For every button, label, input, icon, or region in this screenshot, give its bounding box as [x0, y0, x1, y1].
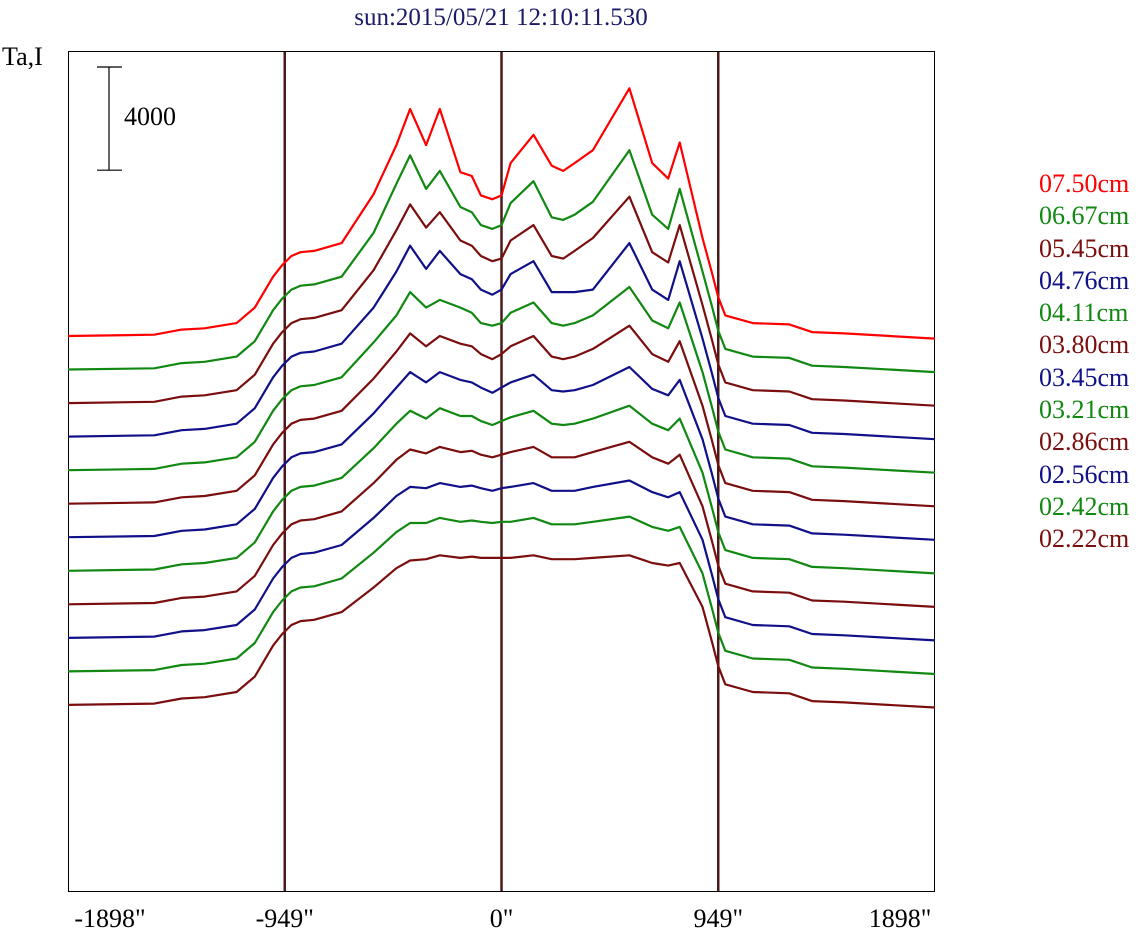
chart-title: sun:2015/05/21 12:10:11.530	[354, 4, 648, 31]
legend-entry: 04.76cm	[1039, 265, 1130, 295]
series-group	[67, 87, 936, 709]
legend-entry: 02.56cm	[1039, 459, 1130, 489]
legend-entry: 03.80cm	[1039, 330, 1130, 360]
series-line-02.22cm	[67, 554, 936, 709]
scale-bar	[97, 66, 122, 171]
series-line-05.45cm	[67, 195, 936, 407]
series-line-06.67cm	[67, 149, 936, 374]
legend-entry: 03.45cm	[1039, 362, 1130, 392]
x-tick-label: 0"	[489, 904, 514, 933]
series-line-07.50cm	[67, 87, 936, 340]
y-axis-label: Ta,I	[2, 42, 43, 71]
series-line-02.86cm	[67, 440, 936, 608]
x-tick-label: 949"	[693, 904, 744, 933]
legend-entry: 02.22cm	[1039, 524, 1130, 554]
legend: 07.50cm 06.67cm 05.45cm 04.76cm 04.11cm 03.80…	[1039, 168, 1129, 556]
legend-entry: 07.50cm	[1039, 169, 1130, 198]
legend-entry: 06.67cm	[1039, 201, 1130, 231]
legend-entry: 04.11cm	[1039, 298, 1129, 328]
plot-frame	[68, 51, 935, 892]
series-line-04.11cm	[67, 285, 936, 474]
series-line-03.80cm	[67, 324, 936, 508]
scale-bar-label: 4000	[124, 102, 176, 131]
series-line-02.42cm	[67, 515, 936, 676]
series-line-03.45cm	[67, 365, 936, 541]
legend-entry: 05.45cm	[1039, 233, 1130, 263]
series-line-02.56cm	[67, 479, 936, 642]
x-tick-label: -949"	[255, 904, 314, 933]
legend-entry: 02.86cm	[1039, 427, 1130, 457]
legend-entry: 03.21cm	[1039, 395, 1130, 425]
series-line-03.21cm	[67, 404, 936, 575]
legend-entry: 02.42cm	[1039, 491, 1130, 521]
x-tick-label: -1898"	[74, 904, 146, 933]
series-line-04.76cm	[67, 242, 936, 441]
x-tick-label: 1898"	[868, 904, 932, 933]
